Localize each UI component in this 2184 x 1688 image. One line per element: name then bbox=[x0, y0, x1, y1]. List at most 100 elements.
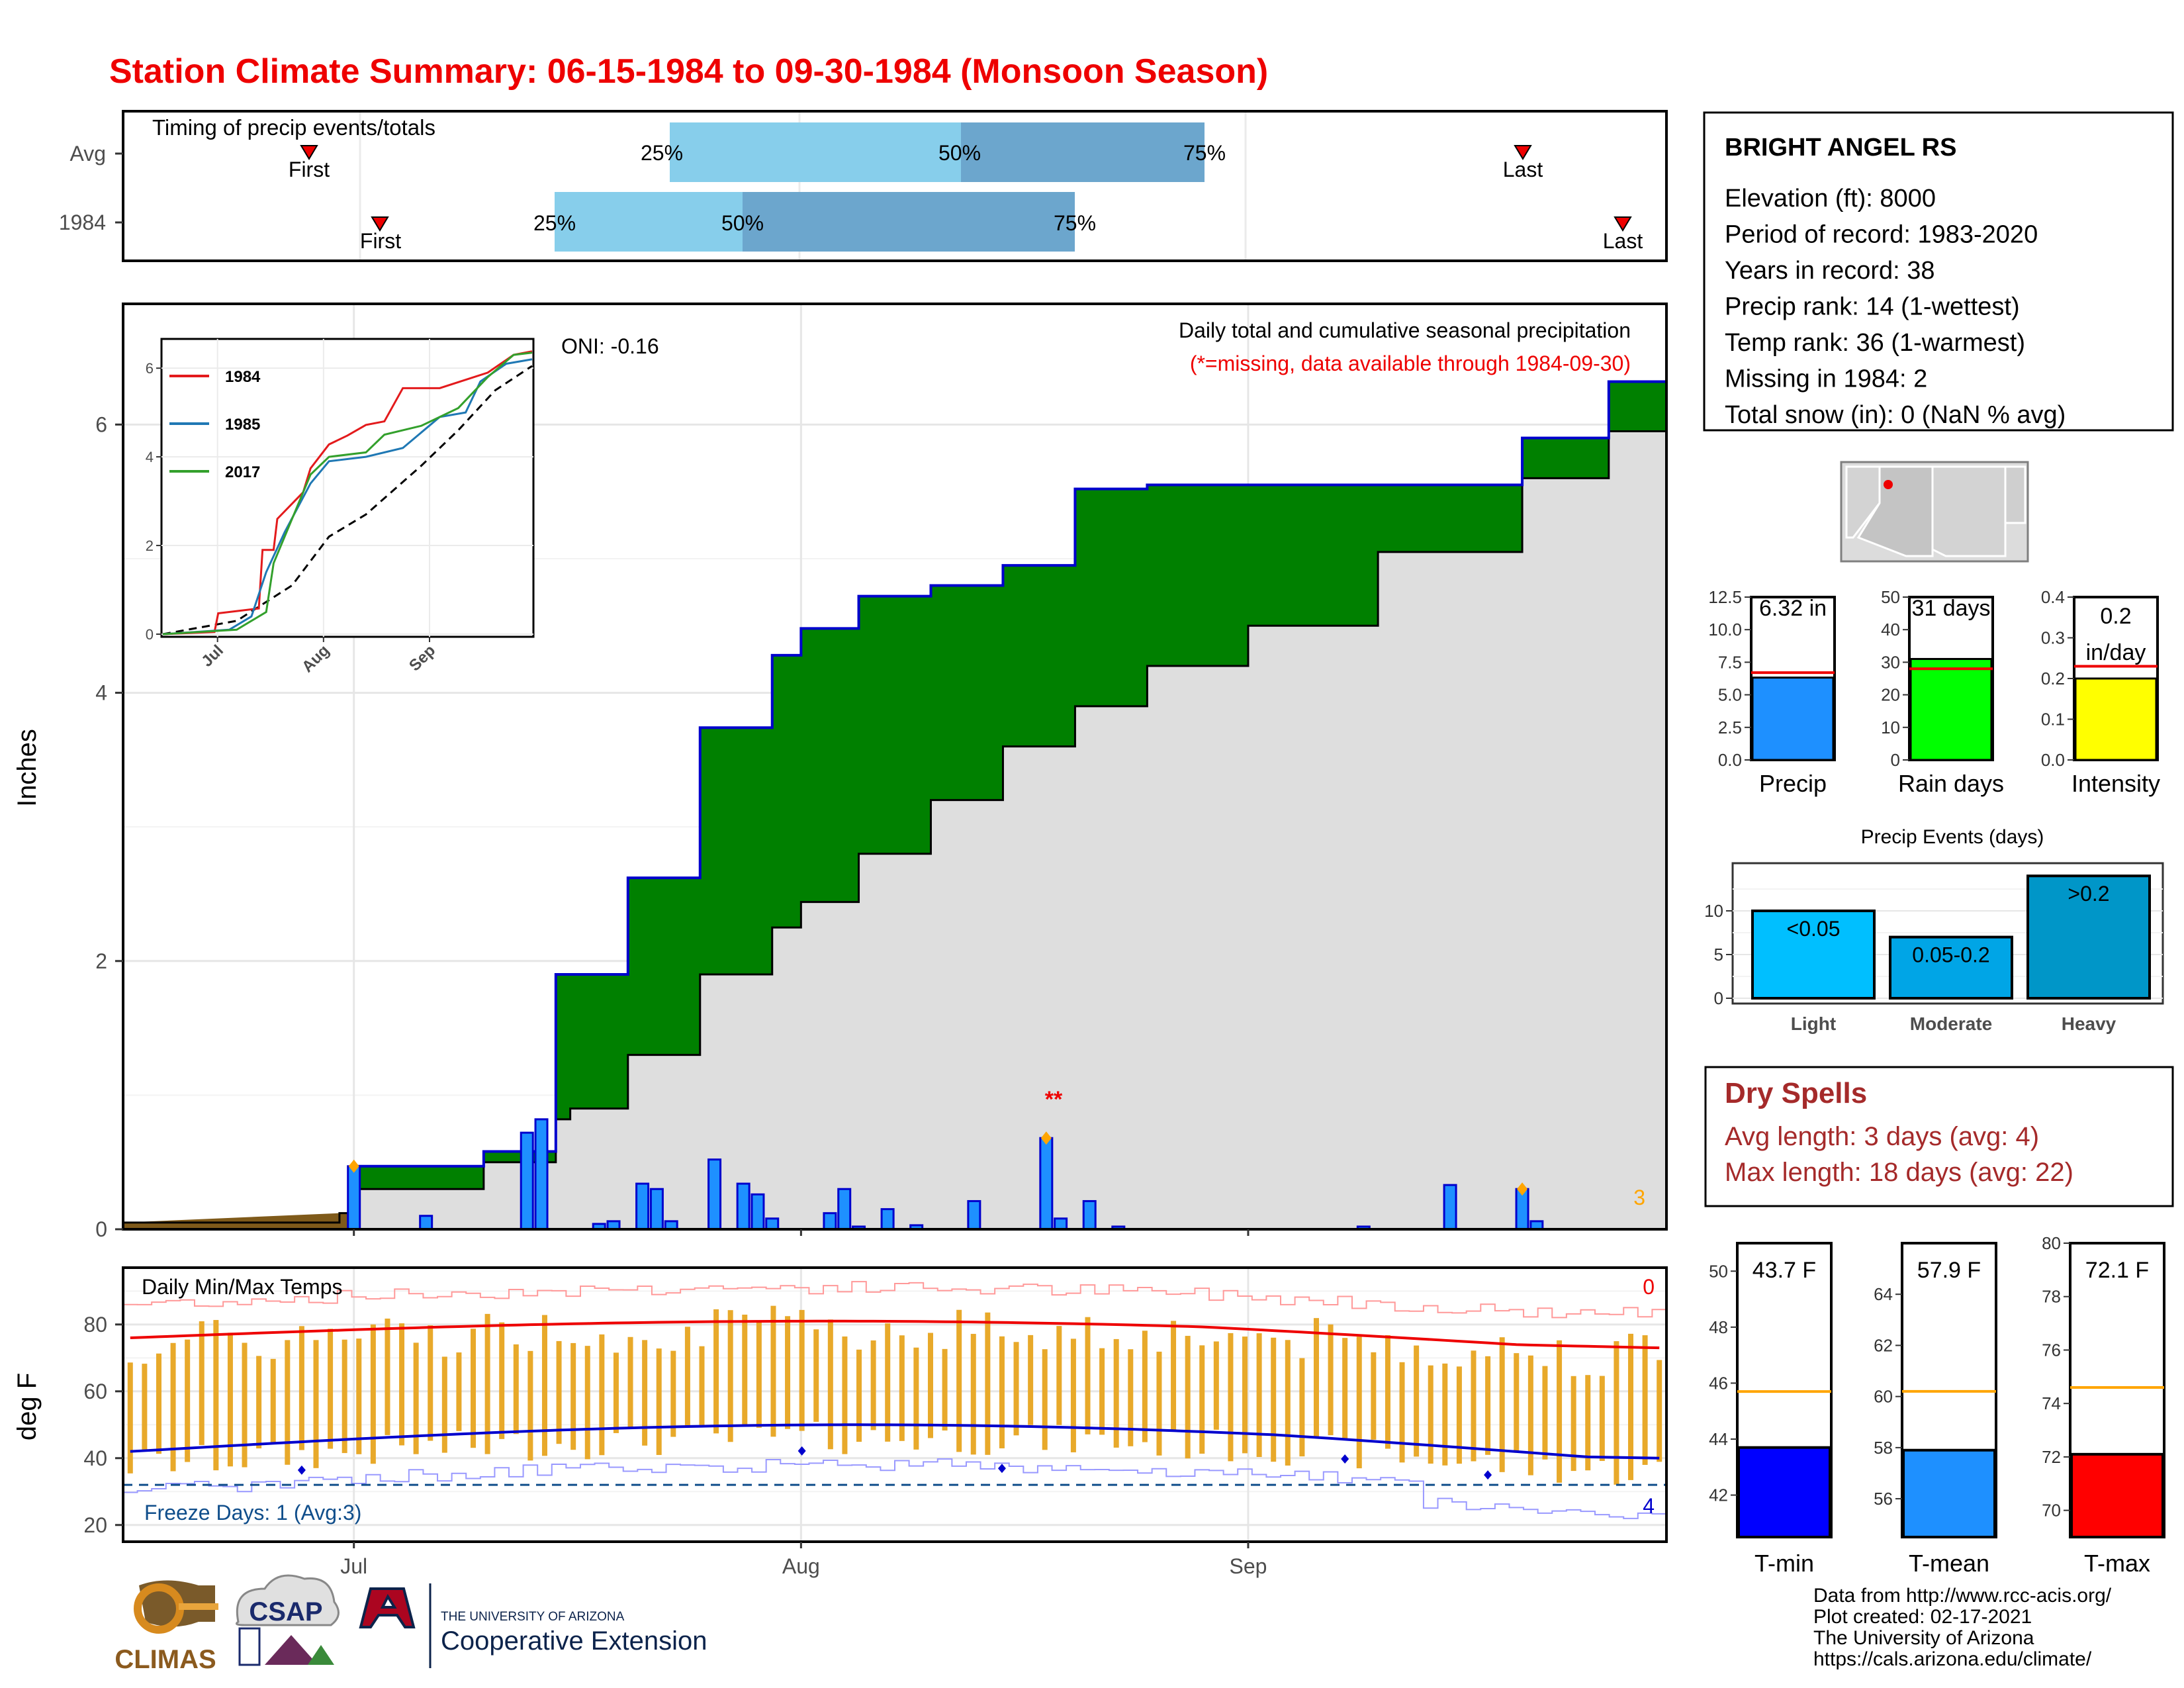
station-location-dot bbox=[1884, 480, 1893, 489]
daily-temp-range-bar bbox=[399, 1323, 405, 1446]
daily-temp-range-bar bbox=[1085, 1317, 1091, 1434]
inset-plot bbox=[161, 339, 533, 637]
ua-logo-big-text: Cooperative Extension bbox=[441, 1626, 707, 1656]
daily-temp-range-bar bbox=[227, 1333, 233, 1467]
daily-temp-range-bar bbox=[1256, 1333, 1262, 1458]
mini-bar-y-tick-label: 0.0 bbox=[1718, 750, 1742, 770]
daily-temp-range-bar bbox=[298, 1326, 304, 1450]
extreme-event-marker bbox=[1517, 1182, 1528, 1196]
mini-bar-y-tick-label: 0 bbox=[1891, 750, 1900, 770]
mini-bar-y-tick-label: 30 bbox=[1881, 652, 1900, 672]
daily-temp-range-bar bbox=[785, 1316, 791, 1429]
daily-temp-range-bar bbox=[428, 1325, 433, 1441]
daily-temp-range-bar bbox=[328, 1329, 334, 1449]
events-title: Precip Events (days) bbox=[1861, 826, 2044, 848]
daily-temp-range-bar bbox=[1142, 1331, 1148, 1442]
daily-temp-range-bar bbox=[799, 1309, 805, 1431]
temp-bar-y-tick-label: 62 bbox=[1874, 1335, 1893, 1355]
footer-university: The University of Arizona bbox=[1813, 1627, 2034, 1649]
1984-iqr-low-bar bbox=[555, 192, 743, 252]
daily-temp-range-bar bbox=[1414, 1345, 1420, 1457]
mini-bar-value-Rain days bbox=[1909, 657, 1993, 761]
temp-bar-y-tick-label: 74 bbox=[2042, 1393, 2061, 1413]
mini-bar-y-tick-label: 0.3 bbox=[2041, 628, 2065, 648]
station-detail-line: Precip rank: 14 (1-wettest) bbox=[1725, 293, 2020, 321]
daily-precip-bar bbox=[635, 1182, 650, 1231]
climas-logo: CLIMAS bbox=[114, 1580, 218, 1674]
temp-y-label: deg F bbox=[13, 1373, 42, 1440]
freeze-day-marker bbox=[1341, 1454, 1349, 1464]
daily-temp-range-bar bbox=[1156, 1351, 1162, 1456]
timing-row-1984: 1984 bbox=[59, 211, 106, 234]
daily-temp-range-bar bbox=[613, 1352, 619, 1433]
avg-iqr-low-bar bbox=[670, 122, 961, 182]
daily-temp-range-bar bbox=[456, 1352, 462, 1431]
climas-logo-text: CLIMAS bbox=[114, 1645, 216, 1674]
mini-bar-y-tick-label: 7.5 bbox=[1718, 652, 1742, 672]
daily-temp-range-bar bbox=[1657, 1360, 1662, 1462]
avg-last-label: Last bbox=[1503, 158, 1543, 181]
mini-bar-y-tick-label: 12.5 bbox=[1708, 587, 1742, 607]
daily-precip-bar bbox=[1054, 1217, 1068, 1231]
daily-temp-range-bar bbox=[242, 1342, 248, 1468]
extreme-event-marker bbox=[348, 1159, 359, 1173]
daily-temp-range-bar bbox=[213, 1320, 219, 1471]
ua-logo-small-text: THE UNIVERSITY OF ARIZONA bbox=[441, 1610, 625, 1624]
temp-bar-y-tick-label: 50 bbox=[1709, 1261, 1728, 1281]
events-y-tick-label: 0 bbox=[1714, 988, 1723, 1008]
daily-temp-range-bar bbox=[1042, 1349, 1048, 1450]
station-detail-line: Temp rank: 36 (1-warmest) bbox=[1725, 329, 2025, 357]
daily-temp-range-bar bbox=[556, 1340, 562, 1444]
timing-panel: Timing of precip events/totals Avg 25% 5… bbox=[59, 110, 1668, 262]
extreme-event-marker bbox=[1040, 1131, 1052, 1145]
daily-temp-range-bar bbox=[1642, 1335, 1648, 1465]
daily-temp-range-bar bbox=[1371, 1352, 1377, 1440]
temp-bar-y-tick-label: 64 bbox=[1874, 1284, 1893, 1304]
inset-y-tick-label: 2 bbox=[146, 538, 154, 554]
temp-bar-y-tick-label: 44 bbox=[1709, 1429, 1728, 1449]
temp-bar-y-tick-label: 76 bbox=[2042, 1340, 2061, 1360]
precip-chart-subtitle: Daily total and cumulative seasonal prec… bbox=[1179, 318, 1631, 342]
daily-temp-range-bar bbox=[256, 1356, 262, 1449]
daily-temp-range-bar bbox=[985, 1312, 991, 1455]
extreme-count: 3 bbox=[1633, 1186, 1645, 1209]
mini-bar-y-tick-label: 2.5 bbox=[1718, 718, 1742, 737]
inset-legend-label: 2017 bbox=[225, 463, 260, 481]
1984-p75-label: 75% bbox=[1054, 211, 1096, 235]
temp-bar-label: T-min bbox=[1754, 1550, 1814, 1577]
avg-cumulative-area bbox=[123, 400, 1666, 1230]
avg-p25-label: 25% bbox=[641, 141, 683, 165]
daily-temp-range-bar bbox=[1456, 1366, 1462, 1464]
dry-spells-avg: Avg length: 3 days (avg: 4) bbox=[1725, 1122, 2039, 1151]
daily-temp-range-bar bbox=[370, 1324, 376, 1464]
daily-temp-range-bar bbox=[827, 1319, 833, 1450]
daily-temp-range-bar bbox=[313, 1340, 319, 1468]
events-bar-label: <0.05 bbox=[1787, 917, 1841, 941]
temp-y-tick-label: 20 bbox=[83, 1513, 107, 1537]
daily-precip-bar bbox=[649, 1188, 664, 1231]
dry-spells-max: Max length: 18 days (avg: 22) bbox=[1725, 1158, 2073, 1187]
precip-panel: 0 2 4 6 Inches ONI: -0.16 Daily total and c… bbox=[13, 303, 1668, 1241]
daily-precip-bar bbox=[967, 1199, 981, 1231]
daily-temp-range-bar bbox=[1242, 1336, 1248, 1454]
daily-temp-range-bar bbox=[1013, 1342, 1019, 1436]
daily-temp-range-bar bbox=[1113, 1338, 1119, 1448]
daily-precip-bar bbox=[1443, 1184, 1457, 1231]
temp-bar-value-text: 72.1 F bbox=[2085, 1258, 2149, 1283]
station-detail-line: Period of record: 1983-2020 bbox=[1725, 221, 2038, 249]
temp-y-tick-label: 60 bbox=[83, 1380, 107, 1403]
temp-bar-value-text: 43.7 F bbox=[1752, 1258, 1816, 1283]
daily-temp-range-bar bbox=[513, 1344, 519, 1434]
avg-first-marker bbox=[300, 145, 318, 160]
daily-precip-bar bbox=[534, 1118, 549, 1231]
daily-temp-range-bar bbox=[1328, 1324, 1334, 1436]
temp-x-tick-label: Sep bbox=[1229, 1554, 1267, 1578]
daily-temp-range-bar bbox=[413, 1342, 419, 1454]
daily-temp-range-bar bbox=[1385, 1335, 1390, 1449]
avg-max-temp-line bbox=[130, 1319, 1660, 1350]
daily-temp-range-bar bbox=[441, 1356, 447, 1453]
temp-bar-y-tick-label: 58 bbox=[1874, 1438, 1893, 1458]
freeze-day-marker bbox=[1484, 1470, 1492, 1480]
inset-y-tick-label: 6 bbox=[146, 360, 154, 377]
daily-temp-range-bar bbox=[1614, 1341, 1619, 1485]
